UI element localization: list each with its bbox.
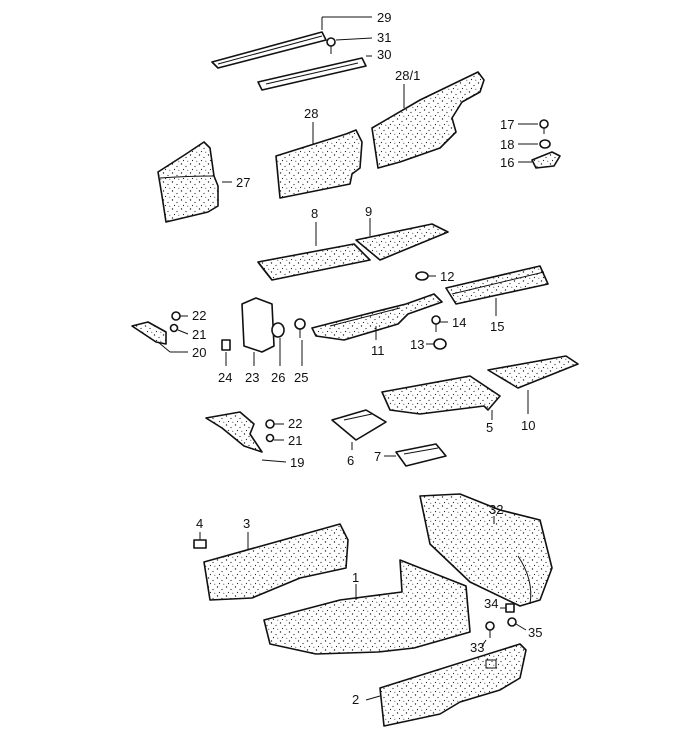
- part-22-nut-upper: 22: [171, 308, 206, 323]
- part-4-clip: 4: [193, 516, 207, 549]
- part-17-screw: 17: [500, 117, 549, 134]
- part-27-lining: 27: [157, 141, 250, 223]
- part-7-mount: 7: [374, 443, 447, 467]
- callout-4: 4: [196, 516, 203, 531]
- part-9-floor-mat: 9: [355, 204, 449, 261]
- part-21-washer-lower: 21: [265, 433, 302, 448]
- part-11-tunnel-cover: 11: [311, 293, 443, 358]
- callout-25: 25: [294, 370, 308, 385]
- part-5-floor-mat: 5: [381, 375, 501, 435]
- part-30-sill-strip: 30: [257, 47, 391, 91]
- part-21-washer-upper: 21: [169, 323, 206, 342]
- callout-28-1: 28/1: [395, 68, 420, 83]
- callout-33: 33: [470, 640, 484, 655]
- part-12-grommet: 12: [415, 269, 454, 284]
- callout-21-upper: 21: [192, 327, 206, 342]
- callout-20: 20: [192, 345, 206, 360]
- part-33-screw: 33: [470, 621, 495, 655]
- callout-17: 17: [500, 117, 514, 132]
- part-1-floor-lining: 1: [263, 559, 471, 655]
- callout-10: 10: [521, 418, 535, 433]
- callout-13: 13: [410, 337, 424, 352]
- callout-18: 18: [500, 137, 514, 152]
- part-31-screw: 31: [326, 30, 391, 54]
- callout-21-lower: 21: [288, 433, 302, 448]
- part-20-bracket: 20: [131, 321, 206, 360]
- callout-1: 1: [352, 570, 359, 585]
- part-25-screw: 25: [294, 318, 308, 385]
- callout-2: 2: [352, 692, 359, 707]
- callout-16: 16: [500, 155, 514, 170]
- part-22-nut-lower: 22: [265, 416, 302, 431]
- callout-3: 3: [243, 516, 250, 531]
- callout-22-lower: 22: [288, 416, 302, 431]
- callout-35: 35: [528, 625, 542, 640]
- part-15-tunnel-cover: 15: [445, 265, 549, 334]
- part-8-floor-mat: 8: [257, 206, 371, 281]
- part-29-trim-strip: 29: [211, 10, 391, 69]
- callout-30: 30: [377, 47, 391, 62]
- callout-7: 7: [374, 449, 381, 464]
- callout-24: 24: [218, 370, 232, 385]
- part-18-clip: 18: [500, 137, 551, 152]
- callout-29: 29: [377, 10, 391, 25]
- part-26-grommet: 26: [271, 322, 285, 385]
- part-23-bracket: 23: [241, 297, 275, 385]
- callout-8: 8: [311, 206, 318, 221]
- part-34-clip: 34: [484, 596, 515, 613]
- part-13-clip: 13: [410, 337, 447, 352]
- part-3-lining: 3: [203, 516, 349, 601]
- callout-32: 32: [489, 502, 503, 517]
- callout-12: 12: [440, 269, 454, 284]
- callout-23: 23: [245, 370, 259, 385]
- part-28-1-side-panel: 28/1: [371, 68, 485, 169]
- part-10-floor-mat: 10: [487, 355, 579, 433]
- part-19-bracket: 19: [205, 411, 304, 470]
- callout-27: 27: [236, 175, 250, 190]
- callout-22-upper: 22: [192, 308, 206, 323]
- callout-28: 28: [304, 106, 318, 121]
- callout-5: 5: [486, 420, 493, 435]
- callout-34: 34: [484, 596, 498, 611]
- callout-6: 6: [347, 453, 354, 468]
- part-2-front-panel: 2: [352, 643, 527, 727]
- part-28-side-panel: 28: [275, 106, 363, 199]
- part-14-screw: 14: [431, 315, 466, 332]
- callout-31: 31: [377, 30, 391, 45]
- callout-26: 26: [271, 370, 285, 385]
- callout-15: 15: [490, 319, 504, 334]
- callout-11: 11: [371, 343, 385, 358]
- part-24-clip: 24: [218, 339, 232, 385]
- callout-19: 19: [290, 455, 304, 470]
- part-6-mount: 6: [331, 409, 387, 468]
- callout-9: 9: [365, 204, 372, 219]
- part-32-rear-panel: 32: [419, 493, 553, 607]
- part-35-nut: 35: [507, 617, 542, 640]
- part-16-cover-cap: 16: [500, 151, 561, 170]
- callout-14: 14: [452, 315, 466, 330]
